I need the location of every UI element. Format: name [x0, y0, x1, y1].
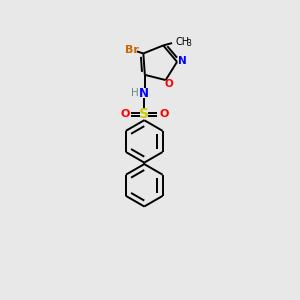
Text: N: N — [178, 56, 187, 66]
Text: N: N — [139, 87, 149, 100]
Text: O: O — [164, 80, 173, 89]
Text: 3: 3 — [186, 39, 191, 48]
Text: O: O — [120, 109, 130, 119]
Text: O: O — [159, 109, 168, 119]
Text: H: H — [131, 88, 139, 98]
Text: S: S — [139, 107, 149, 121]
Text: CH: CH — [176, 37, 190, 47]
Text: Br: Br — [125, 45, 139, 55]
